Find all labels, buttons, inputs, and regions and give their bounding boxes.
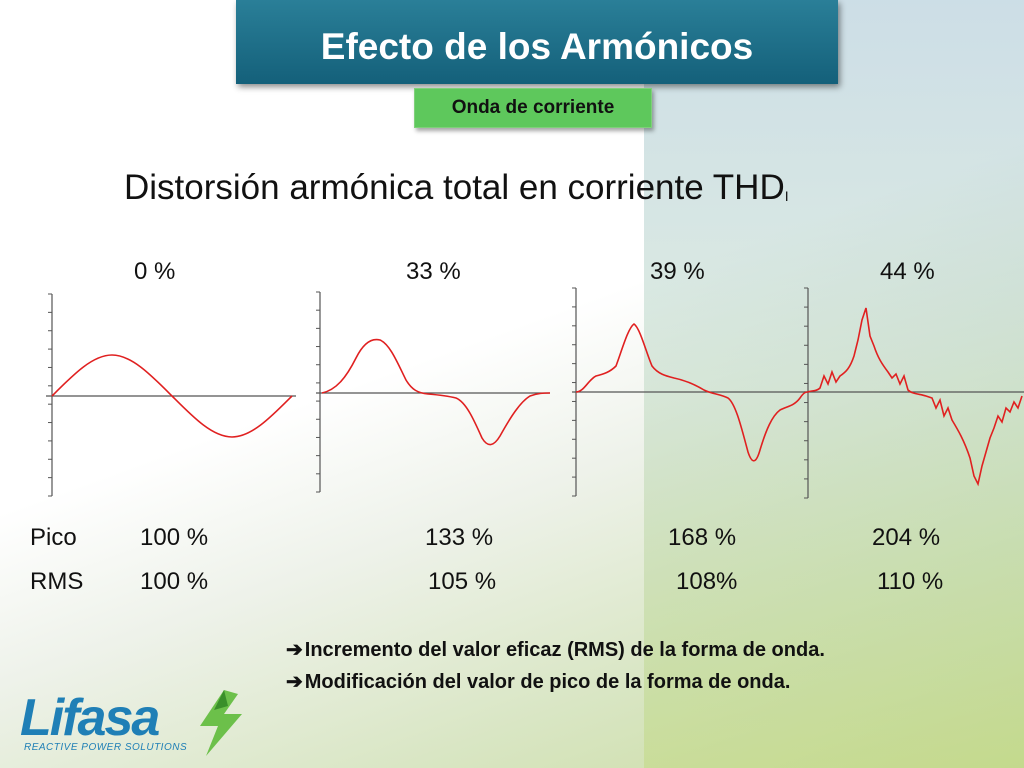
row-label-rms: RMS — [30, 568, 84, 595]
heading-subscript: I — [784, 188, 789, 204]
thd-label-1: 0 % — [134, 258, 176, 285]
page-title: Efecto de los Armónicos — [236, 0, 838, 84]
row-label-pico: Pico — [30, 524, 77, 551]
waveform-0 — [51, 354, 293, 438]
thd-label-3: 39 % — [650, 258, 705, 285]
logo-name: Lifasa — [20, 689, 160, 747]
background-decoration — [644, 0, 1024, 768]
pico-value-4: 204 % — [872, 524, 941, 551]
pico-value-1: 100 % — [140, 524, 209, 551]
bullet-text-2: Modificación del valor de pico de la for… — [304, 671, 791, 693]
thd-label-2: 33 % — [406, 258, 461, 285]
right-arrow-icon: ➔ — [286, 639, 303, 661]
waveform-charts — [46, 287, 1024, 499]
rms-value-1: 100 % — [140, 568, 209, 595]
rms-value-2: 105 % — [428, 568, 497, 595]
lightning-bolt-icon — [200, 690, 242, 756]
waveform-33 — [321, 338, 551, 446]
thd-label-4: 44 % — [880, 258, 935, 285]
subtitle-badge: Onda de corriente — [414, 88, 652, 128]
logo-tagline: REACTIVE POWER SOLUTIONS — [24, 742, 188, 753]
rms-value-4: 110 % — [877, 568, 944, 595]
right-arrow-icon: ➔ — [286, 671, 303, 693]
waveform-39 — [575, 323, 809, 462]
lifasa-logo: Lifasa REACTIVE POWER SOLUTIONS — [18, 688, 248, 760]
section-heading: Distorsión armónica total en corriente T… — [124, 168, 789, 208]
bullet-list: ➔ Incremento del valor eficaz (RMS) de la… — [286, 634, 825, 698]
waveform-44 — [807, 307, 1023, 487]
pico-value-2: 133 % — [425, 524, 494, 551]
bullet-text-1: Incremento del valor eficaz (RMS) de la … — [304, 639, 825, 661]
bullet-item: ➔ Modificación del valor de pico de la fo… — [286, 666, 825, 698]
pico-value-3: 168 % — [668, 524, 737, 551]
bullet-item: ➔ Incremento del valor eficaz (RMS) de la… — [286, 634, 825, 666]
heading-text: Distorsión armónica total en corriente T… — [124, 168, 785, 207]
rms-value-3: 108% — [676, 568, 738, 595]
